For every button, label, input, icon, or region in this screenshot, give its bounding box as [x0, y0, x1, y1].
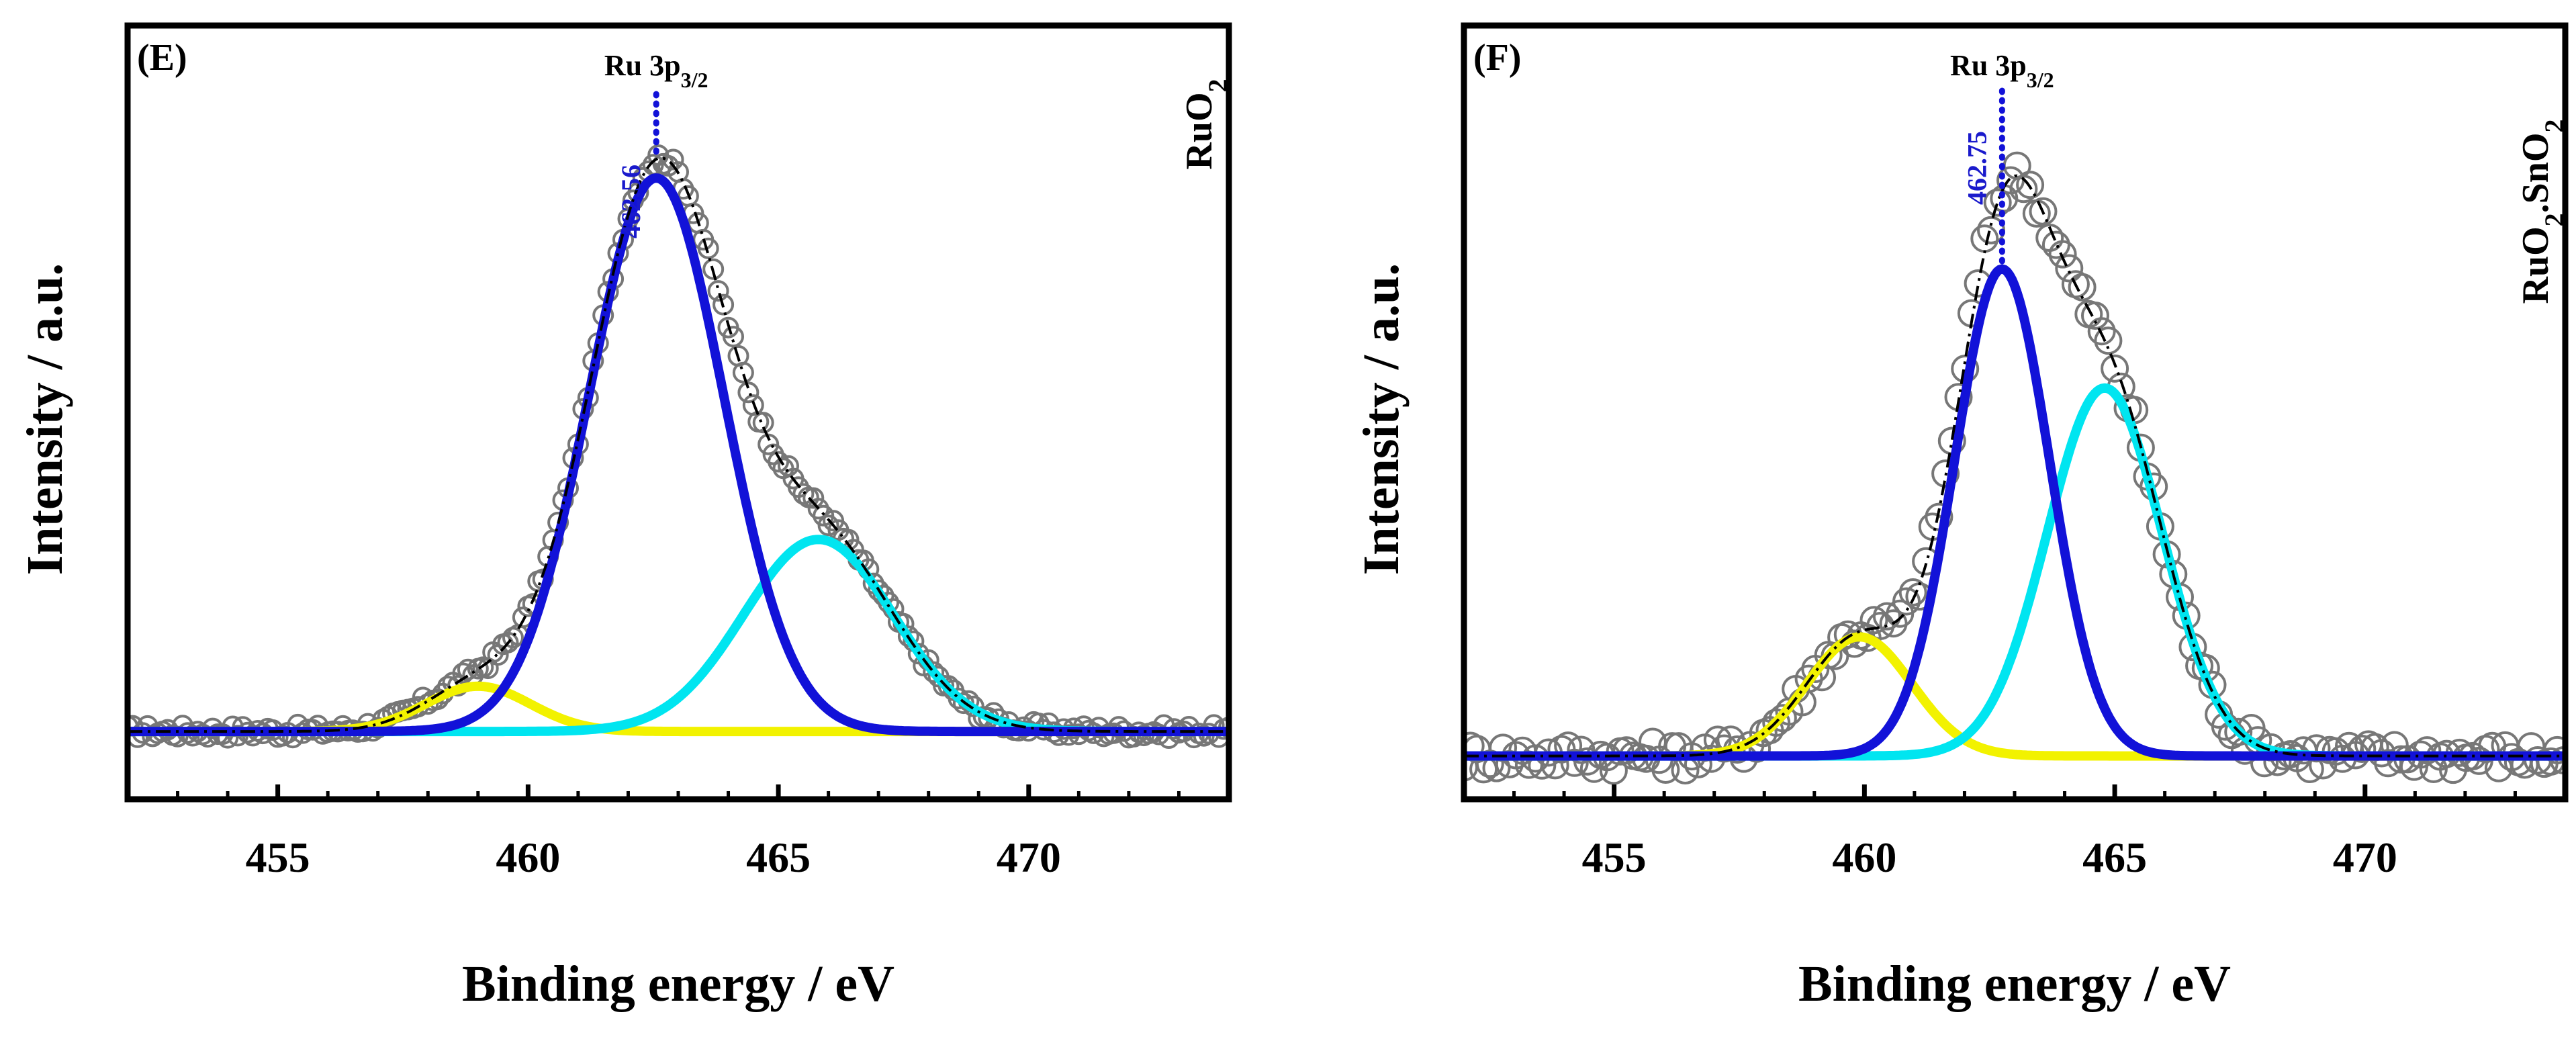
experimental-data-series	[128, 144, 1229, 749]
main-peak-curve	[1464, 264, 2565, 761]
data-point	[1612, 736, 1641, 765]
data-point	[792, 483, 815, 505]
data-point	[732, 361, 754, 383]
panel-label: (F)	[1473, 37, 1522, 79]
peak-label: Ru 3p3/2	[604, 49, 708, 92]
data-point	[707, 280, 729, 302]
x-axis-title: Binding energy / eV	[1798, 956, 2231, 1012]
satellite-peak-curve	[1464, 383, 2565, 761]
x-tick-label: 460	[496, 833, 560, 881]
data-point	[1573, 747, 1602, 776]
data-point	[2055, 254, 2084, 283]
data-point	[1970, 224, 1999, 253]
data-point	[452, 662, 474, 684]
x-tick-label: 465	[2082, 833, 2147, 881]
data-point	[1931, 459, 1960, 488]
data-point	[697, 237, 719, 259]
data-point	[2101, 354, 2129, 383]
data-point	[2087, 317, 2116, 346]
chart-panel-e: 455 460 465 470 Binding energy / eV Intensity…	[17, 22, 1233, 1012]
data-point	[768, 451, 790, 473]
x-tick-label: 470	[997, 833, 1061, 881]
experimental-data-series	[1464, 151, 2565, 785]
data-point	[802, 487, 825, 509]
sample-label: RuO2.SnO2	[2515, 119, 2569, 304]
data-point	[1872, 602, 1901, 631]
data-point	[1892, 587, 1921, 616]
data-point	[778, 455, 799, 477]
data-point	[752, 412, 774, 434]
data-point	[1768, 704, 1797, 733]
plot-area	[1464, 151, 2565, 785]
plot-frame	[1461, 22, 2569, 803]
y-axis-title: Intensity / a.u.	[1353, 263, 1410, 576]
peak-position-label: 462.75	[1962, 131, 1992, 205]
data-point	[2543, 735, 2565, 764]
peak-position-label: 462.56	[616, 165, 646, 238]
data-point	[1983, 188, 2012, 217]
plot-frame	[124, 22, 1232, 803]
data-point	[2048, 240, 2077, 269]
data-point	[1859, 606, 1888, 635]
data-point	[2224, 717, 2253, 746]
x-tick-label: 460	[1832, 833, 1896, 881]
data-point	[2029, 197, 2058, 226]
peak-label: Ru 3p3/2	[1950, 49, 2054, 92]
plot-area	[128, 144, 1229, 749]
data-point	[923, 661, 945, 683]
data-point	[2016, 171, 2045, 199]
data-point	[817, 514, 839, 537]
data-point	[2081, 302, 2109, 330]
envelope-fit-curve	[1464, 174, 2565, 758]
data-point	[2094, 326, 2123, 355]
x-tick-label: 465	[746, 833, 811, 881]
data-point	[737, 381, 760, 404]
data-point	[2302, 734, 2331, 763]
satellite-peak-curve	[128, 535, 1229, 737]
x-tick-label: 455	[246, 833, 310, 881]
data-point	[2041, 230, 2070, 259]
x-axis-title: Binding energy / eV	[462, 956, 894, 1012]
main-peak-curve	[128, 173, 1229, 737]
chart-panel-f: 455 460 465 470 Binding energy / eV Intensity…	[1353, 22, 2569, 1012]
envelope-fit-curve	[128, 156, 1229, 733]
data-point	[1898, 578, 1927, 606]
data-point	[2068, 273, 2097, 302]
data-point	[702, 258, 725, 280]
data-point	[723, 326, 744, 348]
x-tick-label: 455	[1582, 833, 1647, 881]
y-axis-title: Intensity / a.u.	[17, 263, 73, 576]
x-tick-label: 470	[2333, 833, 2397, 881]
panel-label: (E)	[137, 37, 187, 79]
data-point	[2009, 175, 2038, 204]
data-point	[2413, 736, 2442, 765]
sample-label: RuO2	[1179, 79, 1233, 169]
data-point	[2348, 735, 2377, 763]
data-point	[1560, 748, 1589, 777]
data-point	[712, 293, 735, 316]
